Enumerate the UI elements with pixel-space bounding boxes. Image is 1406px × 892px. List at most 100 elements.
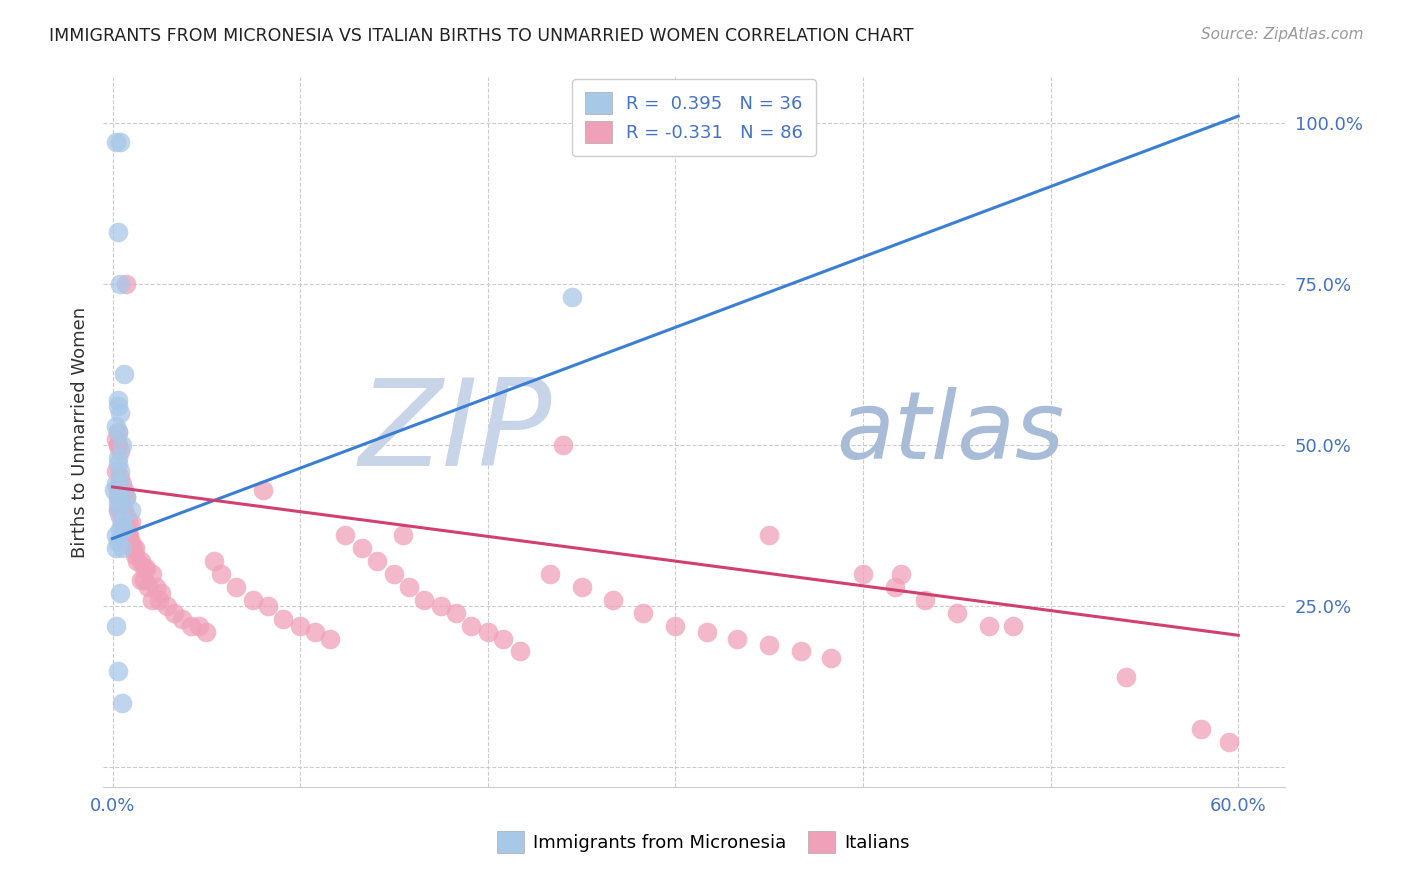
Point bbox=[758, 528, 780, 542]
Point bbox=[271, 612, 294, 626]
Point bbox=[108, 508, 131, 523]
Point bbox=[352, 541, 374, 556]
Point bbox=[633, 606, 655, 620]
Point bbox=[150, 586, 173, 600]
Point bbox=[477, 625, 499, 640]
Point bbox=[107, 483, 129, 498]
Point bbox=[112, 502, 135, 516]
Point bbox=[460, 618, 482, 632]
Point bbox=[124, 548, 146, 562]
Point bbox=[107, 664, 129, 678]
Legend: R =  0.395   N = 36, R = -0.331   N = 86: R = 0.395 N = 36, R = -0.331 N = 86 bbox=[572, 79, 815, 156]
Point bbox=[430, 599, 453, 614]
Point bbox=[538, 567, 561, 582]
Point bbox=[111, 502, 134, 516]
Point bbox=[551, 438, 574, 452]
Point bbox=[129, 554, 152, 568]
Point bbox=[156, 599, 179, 614]
Point bbox=[117, 528, 139, 542]
Point bbox=[225, 580, 247, 594]
Text: atlas: atlas bbox=[837, 386, 1064, 477]
Point bbox=[111, 541, 134, 556]
Point bbox=[492, 632, 515, 646]
Point bbox=[114, 277, 136, 291]
Legend: Immigrants from Micronesia, Italians: Immigrants from Micronesia, Italians bbox=[489, 824, 917, 861]
Point bbox=[107, 400, 129, 414]
Point bbox=[111, 528, 134, 542]
Point bbox=[561, 290, 583, 304]
Point bbox=[257, 599, 280, 614]
Point bbox=[107, 225, 129, 239]
Point bbox=[163, 606, 186, 620]
Point bbox=[103, 483, 125, 498]
Point bbox=[1002, 618, 1025, 632]
Point bbox=[889, 567, 911, 582]
Point bbox=[120, 516, 142, 530]
Point bbox=[852, 567, 875, 582]
Y-axis label: Births to Unmarried Women: Births to Unmarried Women bbox=[72, 307, 89, 558]
Point bbox=[108, 406, 131, 420]
Point bbox=[107, 490, 129, 504]
Text: IMMIGRANTS FROM MICRONESIA VS ITALIAN BIRTHS TO UNMARRIED WOMEN CORRELATION CHAR: IMMIGRANTS FROM MICRONESIA VS ITALIAN BI… bbox=[49, 27, 914, 45]
Point bbox=[571, 580, 593, 594]
Point bbox=[135, 560, 157, 574]
Point bbox=[108, 135, 131, 149]
Point bbox=[977, 618, 1000, 632]
Point bbox=[444, 606, 467, 620]
Point bbox=[509, 644, 531, 658]
Point bbox=[758, 638, 780, 652]
Point bbox=[696, 625, 718, 640]
Point bbox=[114, 508, 136, 523]
Point bbox=[202, 554, 225, 568]
Point bbox=[1218, 734, 1240, 748]
Point bbox=[141, 592, 163, 607]
Point bbox=[252, 483, 274, 498]
Point bbox=[114, 534, 136, 549]
Point bbox=[107, 458, 129, 472]
Point bbox=[107, 496, 129, 510]
Point bbox=[105, 135, 128, 149]
Point bbox=[108, 464, 131, 478]
Point bbox=[105, 418, 128, 433]
Point bbox=[195, 625, 218, 640]
Point bbox=[112, 522, 135, 536]
Point bbox=[664, 618, 686, 632]
Point bbox=[107, 534, 129, 549]
Point bbox=[111, 516, 134, 530]
Point bbox=[136, 580, 159, 594]
Point bbox=[141, 567, 163, 582]
Point bbox=[187, 618, 209, 632]
Point bbox=[107, 425, 129, 439]
Point bbox=[108, 586, 131, 600]
Point bbox=[118, 528, 141, 542]
Point bbox=[790, 644, 813, 658]
Point bbox=[333, 528, 356, 542]
Point bbox=[134, 560, 156, 574]
Point bbox=[122, 541, 145, 556]
Point bbox=[820, 651, 842, 665]
Point bbox=[105, 528, 128, 542]
Point bbox=[107, 450, 129, 465]
Point bbox=[107, 425, 129, 439]
Point bbox=[125, 554, 148, 568]
Point bbox=[105, 618, 128, 632]
Point bbox=[114, 490, 136, 504]
Point bbox=[108, 470, 131, 484]
Point bbox=[209, 567, 232, 582]
Point bbox=[108, 476, 131, 491]
Point bbox=[180, 618, 202, 632]
Point bbox=[398, 580, 420, 594]
Point bbox=[112, 367, 135, 381]
Point bbox=[108, 496, 131, 510]
Point bbox=[105, 432, 128, 446]
Point bbox=[120, 534, 142, 549]
Point bbox=[107, 502, 129, 516]
Point bbox=[114, 490, 136, 504]
Point bbox=[108, 277, 131, 291]
Point bbox=[111, 516, 134, 530]
Point bbox=[148, 592, 170, 607]
Point bbox=[105, 476, 128, 491]
Point bbox=[319, 632, 342, 646]
Point bbox=[392, 528, 415, 542]
Point bbox=[118, 534, 141, 549]
